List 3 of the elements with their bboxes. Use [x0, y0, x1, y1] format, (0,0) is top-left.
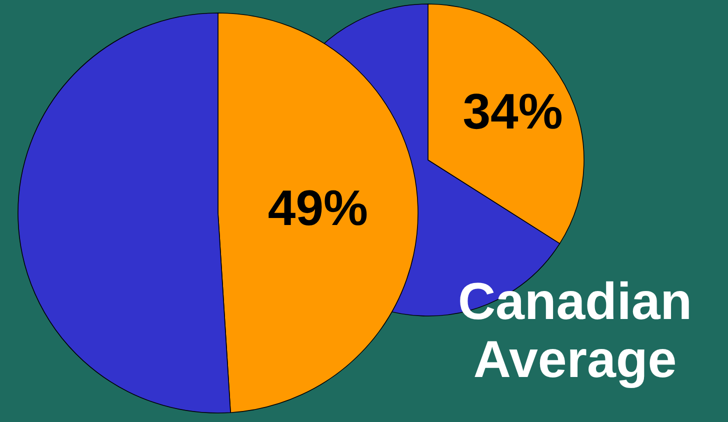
- data-label: 34%: [462, 83, 563, 140]
- text: Canadian Average: [458, 273, 692, 389]
- data-label: 49%: [268, 180, 368, 236]
